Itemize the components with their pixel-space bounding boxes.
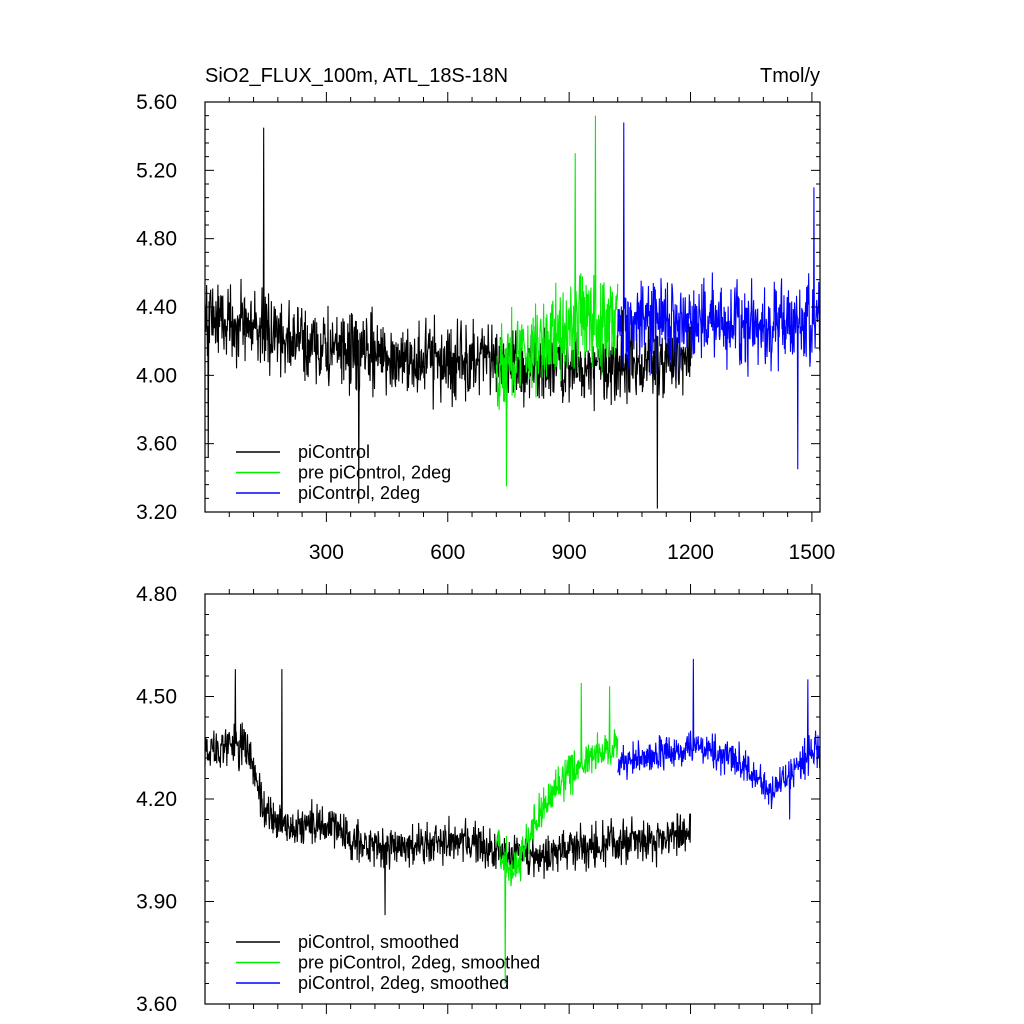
- chart-panel-smoothed: 3.60 3.90 4.20 4.50 4.80 piControl, smoothed…: [136, 583, 821, 1016]
- chart-title: SiO2_FLUX_100m, ATL_18S-18N: [205, 65, 508, 87]
- legend-label: piControl, 2deg, smoothed: [298, 973, 509, 993]
- units-label: Tmol/y: [760, 65, 820, 87]
- x-tick-label: 600: [430, 541, 465, 564]
- x-tick-label: 1200: [667, 541, 714, 564]
- legend-label: pre piControl, 2deg: [298, 463, 451, 483]
- y-tick-label: 3.90: [136, 891, 177, 914]
- series-line-picontrol-smoothed: [204, 669, 692, 916]
- legend-label: pre piControl, 2deg, smoothed: [298, 953, 540, 973]
- x-tick-label: 300: [309, 541, 344, 564]
- y-tick-label: 5.60: [136, 91, 177, 114]
- chart-panel-raw: SiO2_FLUX_100m, ATL_18S-18N Tmol/y 3.203…: [136, 65, 835, 564]
- series-line-picontrol-2deg: [617, 122, 821, 470]
- legend-label: piControl: [298, 442, 370, 462]
- y-tick-label: 3.60: [136, 433, 177, 456]
- y-tick-label: 4.40: [136, 296, 177, 319]
- y-tick-label: 3.20: [136, 501, 177, 524]
- y-tick-label: 5.20: [136, 159, 177, 182]
- y-tick-label: 4.50: [136, 686, 177, 709]
- series-line-picontrol: [204, 127, 692, 509]
- x-tick-label: 1500: [789, 541, 836, 564]
- legend-label: piControl, 2deg: [298, 483, 420, 503]
- y-tick-label: 4.80: [136, 228, 177, 251]
- series-line-pre-picontrol-2deg: [495, 115, 619, 487]
- y-tick-label: 4.80: [136, 583, 177, 606]
- x-tick-label: 900: [552, 541, 587, 564]
- y-tick-label: 4.00: [136, 364, 177, 387]
- legend-label: piControl, smoothed: [298, 932, 459, 952]
- y-tick-label: 4.20: [136, 788, 177, 811]
- axes-layer: 3.20 3.60 4.00 4.40 4.80 5.20 5.60 300 600 900 120…: [136, 91, 835, 564]
- axes-layer: 3.60 3.90 4.20 4.50 4.80: [136, 583, 820, 1016]
- series-line-picontrol-2deg-smoothed: [617, 658, 821, 820]
- y-tick-label: 3.60: [136, 993, 177, 1016]
- series-line-pre-picontrol-2deg-smoothed: [495, 682, 619, 984]
- series-layer: [204, 658, 821, 984]
- series-layer: [204, 115, 821, 509]
